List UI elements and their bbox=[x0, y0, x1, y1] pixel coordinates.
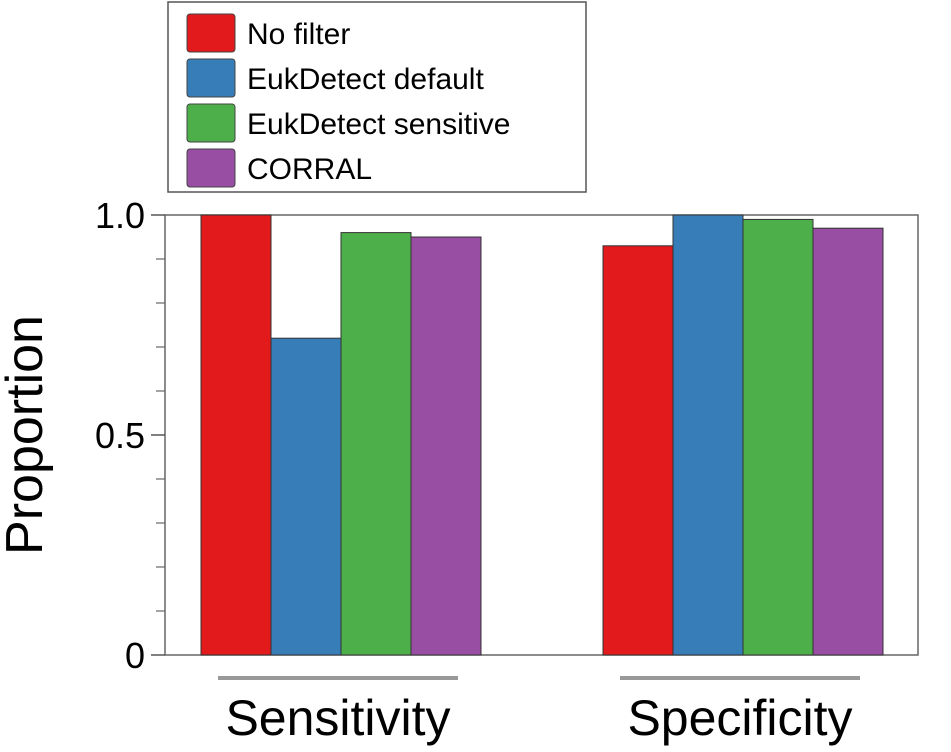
bar-series bbox=[200, 214, 884, 656]
bar bbox=[340, 232, 412, 656]
bar bbox=[410, 236, 482, 656]
y-tick-label: 0 bbox=[125, 635, 145, 676]
y-axis-title: Proportion bbox=[0, 315, 54, 555]
bar bbox=[270, 337, 342, 656]
bar bbox=[812, 227, 884, 656]
x-axis: Sensitivity Specificity bbox=[218, 676, 860, 746]
bar bbox=[672, 214, 744, 656]
legend-label: EukDetect sensitive bbox=[247, 108, 510, 141]
legend-label: CORRAL bbox=[247, 153, 372, 186]
legend-label: EukDetect default bbox=[247, 63, 484, 96]
legend-swatch bbox=[186, 148, 236, 188]
bar bbox=[200, 214, 272, 656]
legend-swatch bbox=[186, 103, 236, 143]
x-category-label: Specificity bbox=[627, 690, 852, 746]
bar bbox=[742, 218, 814, 656]
y-axis: 0 0.5 1.0 bbox=[95, 195, 165, 676]
legend-box bbox=[167, 1, 587, 193]
y-tick-label: 1.0 bbox=[95, 195, 145, 236]
legend-swatch bbox=[186, 13, 236, 53]
legend: No filter EukDetect default EukDetect sens… bbox=[167, 1, 587, 193]
y-tick-label: 0.5 bbox=[95, 415, 145, 456]
bar bbox=[602, 245, 674, 656]
x-category-label: Sensitivity bbox=[225, 690, 450, 746]
legend-label: No filter bbox=[247, 18, 350, 51]
legend-swatch bbox=[186, 58, 236, 98]
